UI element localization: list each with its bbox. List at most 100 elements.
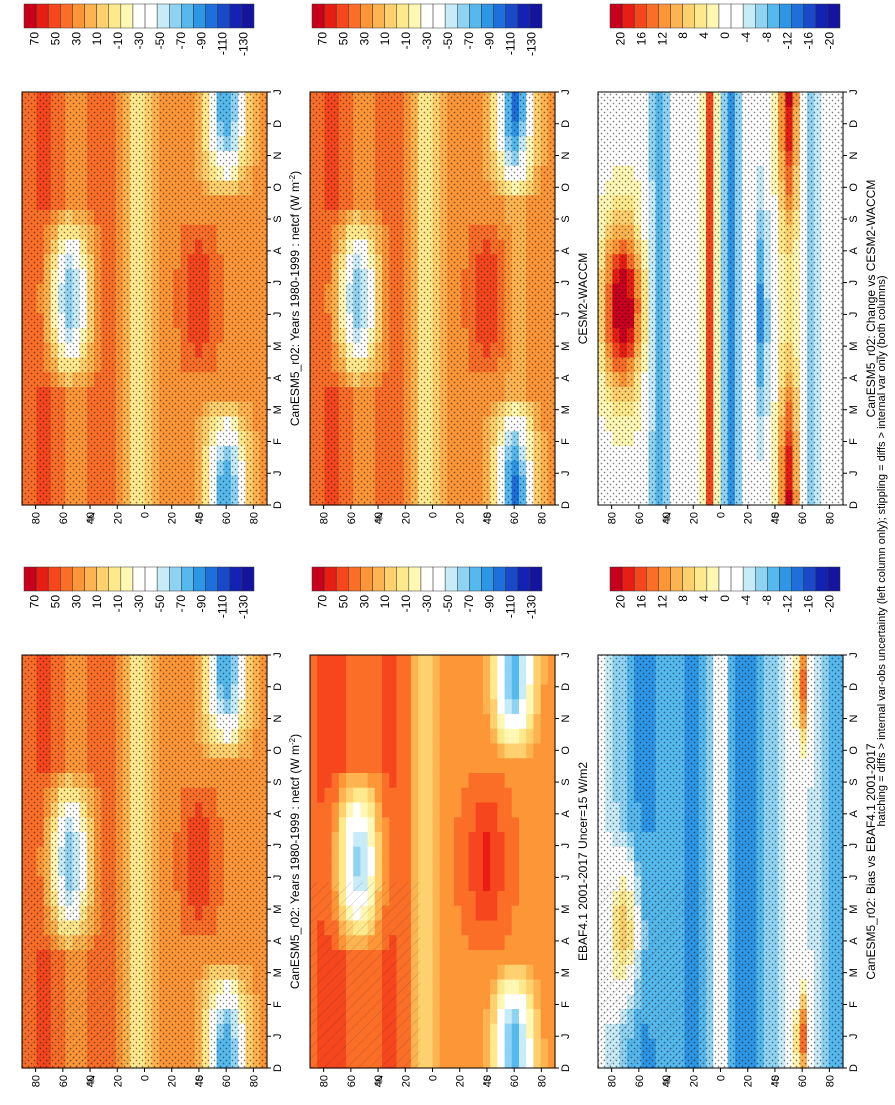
heatmap-cell bbox=[446, 699, 455, 715]
heatmap-cell bbox=[439, 832, 448, 848]
heatmap-cell bbox=[533, 743, 542, 759]
heatmap-cell bbox=[432, 979, 441, 995]
heatmap-cell bbox=[425, 846, 434, 863]
heatmap-cell bbox=[432, 832, 441, 848]
heatmap-cell bbox=[504, 728, 513, 745]
heatmap-cell bbox=[475, 684, 484, 700]
heatmap-cell bbox=[540, 699, 549, 715]
heatmap-cell bbox=[446, 743, 455, 759]
heatmap-cell bbox=[482, 846, 491, 863]
heatmap-cell bbox=[410, 655, 419, 671]
month-tick-label: S bbox=[272, 778, 284, 785]
heatmap-cell bbox=[374, 743, 383, 759]
heatmap-cell bbox=[533, 655, 542, 671]
heatmap-cell bbox=[389, 787, 398, 804]
month-tick-label: O bbox=[848, 746, 860, 755]
heatmap-cell bbox=[511, 994, 520, 1010]
lat-tick-label: 80 bbox=[824, 1075, 836, 1087]
month-tick-label: J bbox=[560, 843, 572, 849]
heatmap-cell bbox=[432, 669, 441, 686]
heatmap-cell bbox=[490, 876, 498, 892]
heatmap-cell bbox=[533, 684, 542, 700]
heatmap-cell bbox=[504, 743, 513, 759]
heatmap-cell bbox=[454, 684, 462, 700]
heatmap-cell bbox=[540, 743, 549, 759]
lat-tick-label: 60 bbox=[221, 1075, 233, 1087]
heatmap-cell bbox=[324, 655, 333, 671]
heatmap-cell bbox=[454, 964, 462, 981]
heatmap-cell bbox=[439, 891, 448, 907]
heatmap-cell bbox=[410, 714, 419, 730]
heatmap-cell bbox=[439, 876, 448, 892]
heatmap-cell bbox=[367, 728, 376, 745]
panel-title: CanESM5_r02: Years 1980-1999 : netcf (W … bbox=[288, 734, 303, 989]
heatmap-cell bbox=[446, 758, 455, 774]
lat-tick-label: 20 bbox=[112, 512, 124, 524]
heatmap-cell bbox=[317, 758, 326, 774]
heatmap-cell bbox=[461, 817, 470, 833]
heatmap-cell bbox=[418, 861, 426, 877]
heatmap-cell bbox=[317, 817, 326, 833]
heatmap-cell bbox=[432, 964, 441, 981]
heatmap-cell bbox=[504, 699, 513, 715]
heatmap-cell bbox=[526, 979, 534, 995]
month-tick-label: J bbox=[272, 89, 284, 95]
heatmap-cell bbox=[324, 699, 333, 715]
heatmap-cell bbox=[331, 773, 340, 789]
heatmap-cell bbox=[511, 728, 520, 745]
heatmap-cell bbox=[504, 979, 513, 995]
lat-tick-label: 60 bbox=[346, 512, 358, 524]
month-tick-label: D bbox=[272, 1064, 284, 1072]
heatmap-cell bbox=[446, 861, 455, 877]
heatmap-cell bbox=[526, 876, 534, 892]
heatmap-cell bbox=[396, 773, 405, 789]
heatmap-cell bbox=[418, 743, 426, 759]
heatmap-cell bbox=[497, 832, 506, 848]
heatmap-cell bbox=[504, 861, 513, 877]
lat-tick-label: 60 bbox=[346, 1075, 358, 1087]
hemisphere-label: °S bbox=[770, 1075, 781, 1086]
heatmap-cell bbox=[425, 935, 434, 951]
heatmap-cell bbox=[425, 787, 434, 804]
heatmap-cell bbox=[475, 832, 484, 848]
heatmap-cell bbox=[526, 684, 534, 700]
heatmap-cell bbox=[454, 994, 462, 1010]
heatmap-cell bbox=[497, 699, 506, 715]
heatmap-cell bbox=[360, 817, 369, 833]
heatmap-cell bbox=[540, 979, 549, 995]
hatching-overlay bbox=[22, 882, 133, 1068]
heatmap-cell bbox=[490, 728, 498, 745]
heatmap-cell bbox=[504, 655, 513, 671]
heatmap-cell bbox=[461, 714, 470, 730]
heatmap-cell bbox=[360, 802, 369, 818]
heatmap-cell bbox=[482, 728, 491, 745]
heatmap-cell bbox=[346, 699, 354, 715]
heatmap-cell bbox=[547, 1009, 556, 1025]
heatmap-cell bbox=[410, 669, 419, 686]
heatmap-cell bbox=[511, 979, 520, 995]
heatmap-cell bbox=[511, 861, 520, 877]
heatmap-cell bbox=[439, 817, 448, 833]
heatmap-cell bbox=[324, 861, 333, 877]
heatmap-cell bbox=[540, 920, 549, 936]
panel-p4: 80 60 40 20 0 20 40 60 80°N °SDJFMAMJJASONDJCanES… bbox=[21, 89, 302, 524]
heatmap-cell bbox=[497, 758, 506, 774]
heatmap-cell bbox=[353, 728, 362, 745]
heatmap-cell bbox=[418, 935, 426, 951]
heatmap-cell bbox=[533, 935, 542, 951]
heatmap-cell bbox=[518, 1038, 527, 1054]
heatmap-cell bbox=[374, 787, 383, 804]
heatmap-cell bbox=[432, 846, 441, 863]
heatmap-cell bbox=[511, 935, 520, 951]
lat-tick-label: 20 bbox=[455, 1075, 467, 1087]
heatmap-cell bbox=[461, 905, 470, 922]
heatmap-cell bbox=[540, 935, 549, 951]
heatmap-cell bbox=[468, 669, 477, 686]
heatmap-cell bbox=[490, 787, 498, 804]
heatmap-cell bbox=[353, 684, 362, 700]
heatmap-cell bbox=[396, 817, 405, 833]
month-tick-label: D bbox=[272, 683, 284, 691]
heatmap-cell bbox=[439, 1038, 448, 1054]
heatmap-cell bbox=[468, 773, 477, 789]
heatmap-cell bbox=[490, 935, 498, 951]
